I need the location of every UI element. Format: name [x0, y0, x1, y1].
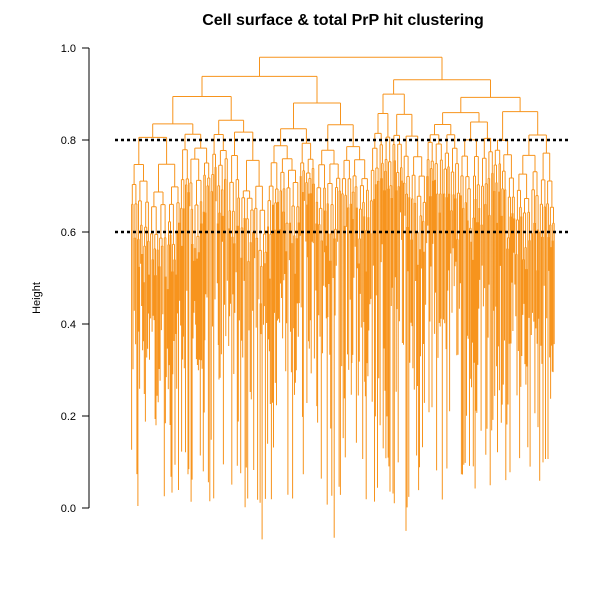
y-tick-label: 0.6: [61, 227, 76, 239]
y-axis: 0.0 0.2 0.4 0.6 0.8 1.0: [61, 43, 90, 515]
y-axis-label: Height: [31, 282, 43, 314]
y-tick-label: 0.4: [61, 319, 76, 331]
dendrogram-branch-lines: [131, 56, 555, 540]
y-tick-label: 0.8: [61, 135, 76, 147]
y-tick-label: 0.0: [61, 503, 76, 515]
y-tick-label: 1.0: [61, 43, 76, 55]
dendrogram-branches: [131, 56, 555, 540]
y-tick-label: 0.2: [61, 411, 76, 423]
cut-lines: [115, 138, 570, 234]
chart-title: Cell surface & total PrP hit clustering: [202, 12, 484, 29]
